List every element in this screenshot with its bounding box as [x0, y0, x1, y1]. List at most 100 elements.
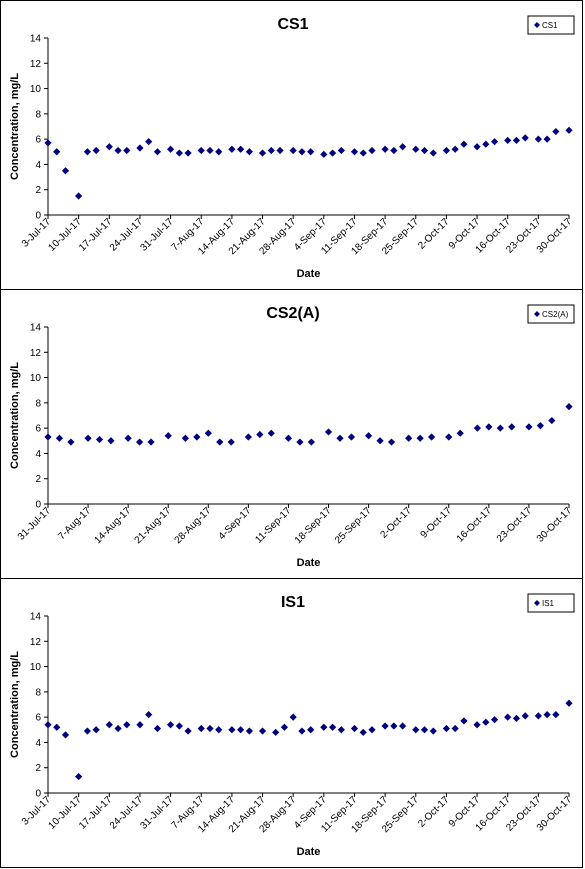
- data-point: [368, 726, 376, 734]
- data-point: [512, 136, 521, 145]
- data-point: [490, 716, 499, 724]
- x-tick-label: 31-Jul-17: [16, 505, 54, 543]
- data-point: [504, 136, 512, 145]
- data-point: [376, 437, 384, 445]
- data-point: [166, 721, 175, 729]
- data-point: [228, 726, 236, 734]
- y-tick-label: 8: [35, 398, 41, 409]
- data-point: [245, 148, 253, 156]
- y-tick-label: 4: [35, 738, 41, 749]
- data-point: [324, 428, 333, 436]
- data-point: [565, 403, 573, 411]
- data-point: [328, 149, 337, 157]
- y-tick-label: 0: [35, 500, 41, 511]
- x-tick-label: 11-Sep-17: [253, 505, 294, 546]
- data-point: [347, 433, 356, 441]
- x-tick-label: 7-Aug-17: [56, 505, 93, 542]
- chart-is1: IS1 IS1024681012143-Jul-1710-Jul-1717-Jul…: [9, 593, 575, 858]
- data-point: [114, 724, 122, 733]
- data-point: [565, 126, 573, 134]
- data-point: [445, 433, 453, 441]
- data-point: [460, 140, 468, 148]
- x-tick-label: 16-Oct-17: [455, 505, 495, 545]
- data-point: [399, 722, 407, 730]
- data-point: [525, 423, 533, 431]
- data-point: [320, 150, 328, 158]
- x-tick-label: 21-Aug-17: [133, 505, 174, 546]
- data-point: [124, 434, 132, 442]
- data-point: [473, 143, 481, 151]
- data-point: [44, 139, 52, 147]
- data-point: [193, 433, 201, 441]
- data-point: [521, 712, 529, 720]
- data-point: [206, 146, 214, 155]
- data-point: [442, 724, 451, 733]
- data-point: [460, 717, 468, 725]
- data-point: [536, 422, 544, 430]
- chart-cs1: CS1 CS1024681012143-Jul-1710-Jul-1717-Jul…: [9, 15, 575, 280]
- data-point: [482, 140, 490, 148]
- y-tick-label: 2: [35, 185, 41, 196]
- y-tick-label: 10: [30, 662, 42, 673]
- y-tick-label: 14: [30, 612, 42, 623]
- y-tick-label: 14: [30, 34, 42, 45]
- y-tick-label: 2: [35, 763, 41, 774]
- y-tick-label: 4: [35, 160, 41, 171]
- data-point: [258, 149, 267, 157]
- y-tick-label: 6: [35, 135, 41, 146]
- data-point: [197, 146, 205, 155]
- data-point: [496, 424, 504, 432]
- y-axis-title: Concentration, mg/L: [9, 651, 21, 758]
- x-tick-label: 30-Oct-17: [535, 505, 575, 545]
- data-point: [83, 148, 92, 156]
- y-tick-label: 10: [30, 84, 42, 95]
- x-tick-label: 4-Sep-17: [217, 505, 254, 542]
- data-point: [298, 727, 306, 735]
- data-point: [390, 722, 398, 730]
- data-point: [442, 146, 451, 155]
- data-point: [307, 438, 315, 446]
- data-point: [147, 438, 155, 446]
- data-point: [490, 138, 499, 146]
- data-point: [84, 434, 92, 442]
- x-axis-title: Date: [297, 268, 321, 280]
- data-point: [429, 727, 437, 735]
- data-point: [267, 146, 275, 155]
- data-point: [412, 726, 420, 734]
- data-point: [451, 724, 459, 733]
- data-point: [105, 143, 113, 151]
- x-tick-label: 14-Aug-17: [92, 505, 133, 546]
- data-point: [381, 145, 389, 153]
- data-point: [123, 146, 131, 155]
- y-tick-label: 14: [30, 323, 42, 334]
- data-point: [206, 724, 214, 733]
- data-point: [244, 433, 252, 441]
- x-tick-label: 31-Jul-17: [138, 216, 176, 254]
- data-point: [508, 423, 516, 431]
- data-point: [184, 149, 192, 157]
- data-point: [284, 434, 293, 442]
- data-point: [228, 145, 236, 153]
- legend-marker: [534, 311, 540, 317]
- x-tick-label: 9-Oct-17: [419, 505, 455, 541]
- data-point: [216, 438, 224, 446]
- data-point: [289, 713, 297, 721]
- data-point: [181, 434, 190, 442]
- data-point: [237, 726, 245, 734]
- data-point: [320, 723, 328, 731]
- x-tick-label: 18-Sep-17: [293, 505, 334, 546]
- data-point: [55, 434, 64, 442]
- data-point: [289, 146, 297, 155]
- data-point: [215, 148, 223, 156]
- data-point: [280, 723, 289, 731]
- data-point: [145, 138, 153, 146]
- data-point: [105, 721, 113, 729]
- data-point: [307, 148, 315, 156]
- data-point: [368, 146, 376, 155]
- data-point: [399, 143, 407, 151]
- data-point: [405, 434, 413, 442]
- chart-title: CS1: [277, 16, 308, 33]
- data-point: [276, 146, 284, 155]
- data-point: [256, 430, 264, 439]
- data-point: [416, 434, 424, 442]
